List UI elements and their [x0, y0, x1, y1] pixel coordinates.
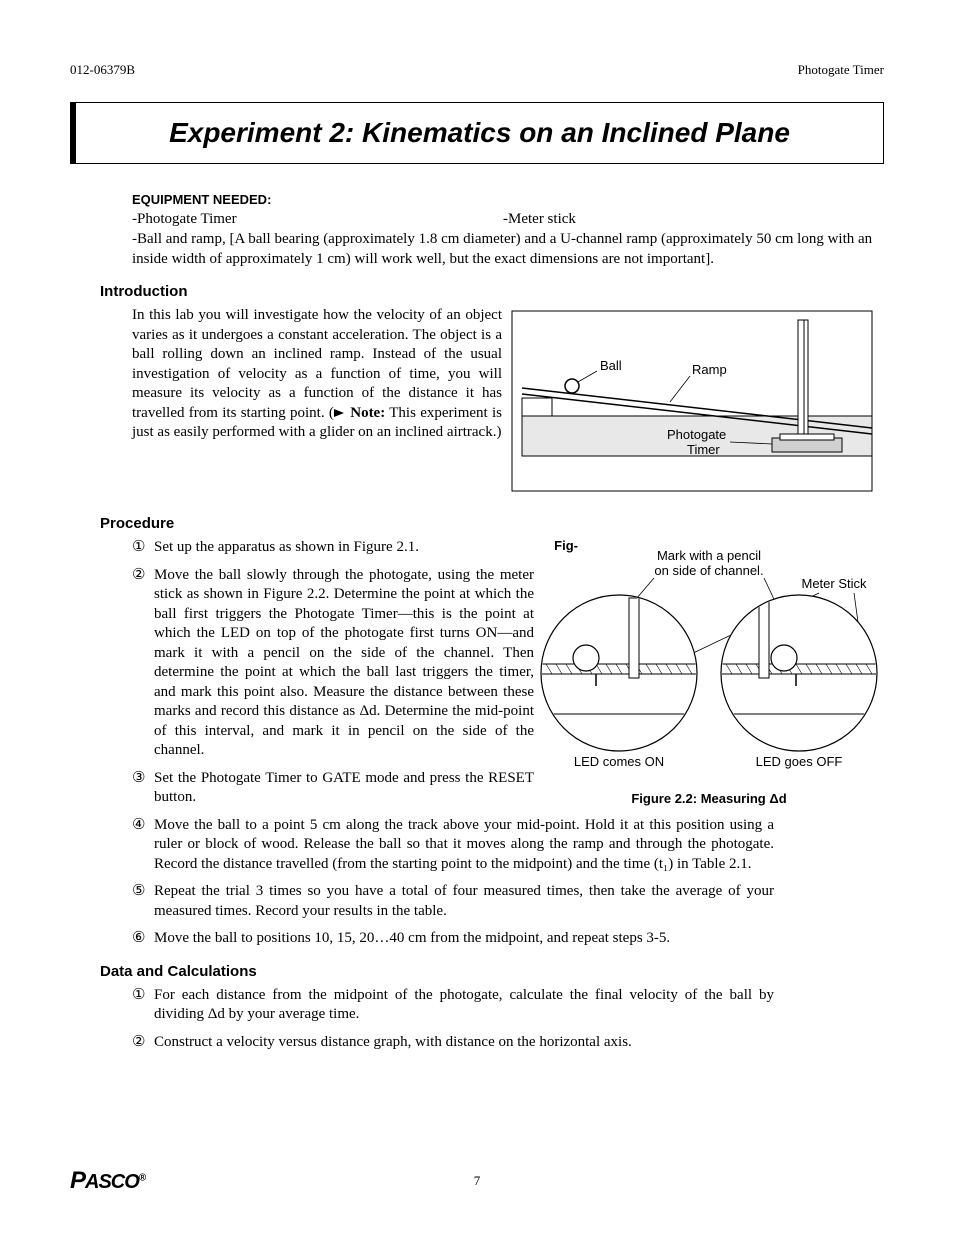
- equipment-item-3: -Ball and ramp, [A ball bearing (approxi…: [132, 230, 874, 269]
- fig2-caption-delta: Δd: [769, 791, 786, 806]
- logo-p: P: [70, 1167, 85, 1194]
- procedure-list: ① Set up the apparatus as shown in Figure…: [132, 538, 534, 808]
- fig2-caption-pre: Figure 2.2: Measuring: [631, 791, 769, 806]
- intro-text: In this lab you will investigate how the…: [132, 306, 502, 501]
- procedure-list-cont: ④ Move the ball to a point 5 cm along the…: [132, 816, 774, 949]
- circled-3: ③: [132, 769, 145, 789]
- page-number: 7: [474, 1173, 481, 1189]
- svg-text:Ramp: Ramp: [692, 362, 727, 377]
- data-step-1: ① For each distance from the midpoint of …: [132, 986, 774, 1025]
- equipment-item-1: -Photogate Timer: [132, 211, 503, 228]
- data-step-1-text: For each distance from the midpoint of t…: [154, 987, 774, 1023]
- header-doc-number: 012-06379B: [70, 62, 135, 78]
- proc-step-3: ③ Set the Photogate Timer to GATE mode an…: [132, 769, 534, 808]
- proc-step-4: ④ Move the ball to a point 5 cm along the…: [132, 816, 774, 875]
- figure-2-1: Ball Ramp Photogate Timer: [502, 306, 884, 501]
- data-step-2-text: Construct a velocity versus distance gra…: [154, 1034, 632, 1050]
- equipment-heading: EQUIPMENT NEEDED:: [132, 192, 874, 207]
- circled-d1: ①: [132, 986, 145, 1006]
- logo-asco: ASCO: [85, 1171, 139, 1193]
- svg-text:Timer: Timer: [687, 442, 720, 457]
- title-box: Experiment 2: Kinematics on an Inclined …: [70, 102, 884, 164]
- experiment-title: Experiment 2: Kinematics on an Inclined …: [96, 117, 863, 149]
- proc-step-6-text: Move the ball to positions 10, 15, 20…40…: [154, 930, 670, 946]
- intro-body: In this lab you will investigate how the…: [132, 307, 502, 421]
- svg-text:Meter Stick: Meter Stick: [801, 576, 867, 591]
- circled-1: ①: [132, 538, 145, 558]
- section-proc-heading: Procedure: [100, 515, 884, 532]
- note-arrow-icon: [334, 409, 344, 417]
- circled-6: ⑥: [132, 929, 145, 949]
- data-calc-list: ① For each distance from the midpoint of …: [132, 986, 774, 1053]
- svg-text:Ball: Ball: [600, 358, 622, 373]
- proc-step-1: ① Set up the apparatus as shown in Figure…: [132, 538, 534, 558]
- svg-text:LED comes ON: LED comes ON: [574, 754, 664, 769]
- page: 012-06379B Photogate Timer Experiment 2:…: [0, 0, 954, 1235]
- section-data-heading: Data and Calculations: [100, 963, 884, 980]
- intro-row: In this lab you will investigate how the…: [70, 306, 884, 501]
- equipment-item-2: -Meter stick: [503, 211, 874, 228]
- svg-text:Photogate: Photogate: [667, 427, 726, 442]
- proc-step-2-text: Move the ball slowly through the photoga…: [154, 567, 534, 759]
- header-product: Photogate Timer: [798, 62, 884, 78]
- proc-step-6: ⑥ Move the ball to positions 10, 15, 20…4…: [132, 929, 774, 949]
- svg-text:Mark with a pencil: Mark with a pencil: [657, 548, 761, 563]
- logo-reg: ®: [139, 1172, 145, 1183]
- proc-step-5-text: Repeat the trial 3 times so you have a t…: [154, 883, 774, 919]
- proc-step-2: ② Move the ball slowly through the photog…: [132, 566, 534, 761]
- circled-4: ④: [132, 816, 145, 836]
- page-footer: PASCO® 7: [70, 1167, 884, 1195]
- proc-step-4-text: Move the ball to a point 5 cm along the …: [154, 817, 774, 872]
- circled-5: ⑤: [132, 882, 145, 902]
- svg-text:on side of channel.: on side of channel.: [654, 563, 763, 578]
- proc-step-3-text: Set the Photogate Timer to GATE mode and…: [154, 770, 534, 806]
- procedure-row: ① Set up the apparatus as shown in Figure…: [70, 538, 884, 816]
- circled-d2: ②: [132, 1033, 145, 1053]
- svg-text:LED goes OFF: LED goes OFF: [756, 754, 843, 769]
- pasco-logo: PASCO®: [70, 1167, 145, 1195]
- circled-2: ②: [132, 566, 145, 586]
- data-step-2: ② Construct a velocity versus distance gr…: [132, 1033, 774, 1053]
- note-label: Note:: [350, 405, 385, 421]
- proc-step-1-text: Set up the apparatus as shown in Figure …: [154, 539, 419, 555]
- page-header: 012-06379B Photogate Timer: [70, 62, 884, 78]
- figure-2-2-caption: Figure 2.2: Measuring Δd: [534, 791, 884, 806]
- fig-prefix: Fig-: [554, 538, 578, 555]
- figure-2-2: Mark with a pencil on side of channel. M…: [534, 538, 884, 816]
- equipment-block: EQUIPMENT NEEDED: -Photogate Timer -Mete…: [132, 192, 874, 269]
- proc-step-5: ⑤ Repeat the trial 3 times so you have a …: [132, 882, 774, 921]
- section-intro-heading: Introduction: [100, 283, 884, 300]
